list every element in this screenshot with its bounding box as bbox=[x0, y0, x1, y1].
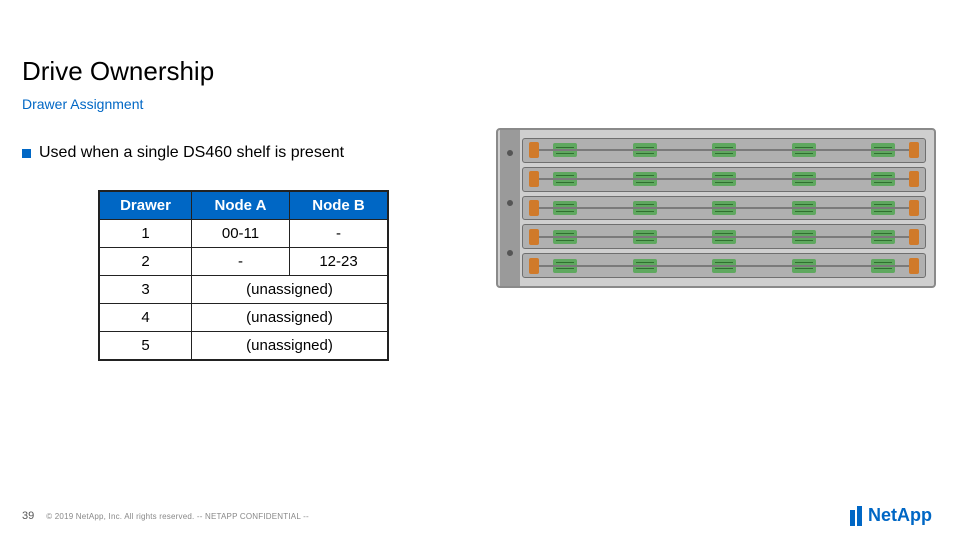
logo-bar bbox=[857, 506, 862, 526]
drawer-rail bbox=[533, 178, 915, 180]
table-cell: - bbox=[290, 220, 388, 248]
table-row: 5(unassigned) bbox=[100, 332, 388, 360]
bullet-item: Used when a single DS460 shelf is presen… bbox=[22, 144, 344, 162]
drawer-rail bbox=[533, 149, 915, 151]
footer: 39 © 2019 NetApp, Inc. All rights reserv… bbox=[22, 510, 309, 522]
bullet-marker-icon bbox=[22, 149, 31, 158]
shelf-drawer bbox=[522, 224, 926, 249]
table-header: Node B bbox=[290, 192, 388, 220]
drawer-rail bbox=[533, 265, 915, 267]
drawer-rail bbox=[533, 207, 915, 209]
subtitle: Drawer Assignment bbox=[22, 96, 143, 112]
table-cell: 2 bbox=[100, 248, 192, 276]
drawer-handle-icon bbox=[909, 200, 919, 216]
table-cell: (unassigned) bbox=[192, 276, 388, 304]
table-row: 100-11- bbox=[100, 220, 388, 248]
table-cell: 3 bbox=[100, 276, 192, 304]
drawer-handle-icon bbox=[529, 258, 539, 274]
assignment-table: DrawerNode ANode B100-11-2-12-233(unassi… bbox=[98, 190, 389, 361]
ear-hole-icon bbox=[507, 200, 513, 206]
drawer-handle-icon bbox=[529, 142, 539, 158]
table-cell: 5 bbox=[100, 332, 192, 360]
drawer-handle-icon bbox=[529, 200, 539, 216]
logo-bar bbox=[850, 510, 855, 526]
table-row: 2-12-23 bbox=[100, 248, 388, 276]
slide: Drive Ownership Drawer Assignment Used w… bbox=[0, 0, 960, 540]
table-row: 4(unassigned) bbox=[100, 304, 388, 332]
drawer-handle-icon bbox=[909, 229, 919, 245]
page-title: Drive Ownership bbox=[22, 56, 214, 87]
copyright-text: © 2019 NetApp, Inc. All rights reserved.… bbox=[46, 512, 309, 521]
table-row: 3(unassigned) bbox=[100, 276, 388, 304]
table-cell: (unassigned) bbox=[192, 304, 388, 332]
bullet-text: Used when a single DS460 shelf is presen… bbox=[39, 144, 344, 162]
table-cell: - bbox=[192, 248, 290, 276]
table-header: Drawer bbox=[100, 192, 192, 220]
table-cell: 4 bbox=[100, 304, 192, 332]
shelf-drawer bbox=[522, 196, 926, 221]
table-cell: 00-11 bbox=[192, 220, 290, 248]
drawer-rail bbox=[533, 236, 915, 238]
ear-hole-icon bbox=[507, 250, 513, 256]
page-number: 39 bbox=[22, 510, 34, 522]
logo-text: NetApp bbox=[868, 505, 932, 526]
drawer-handle-icon bbox=[909, 171, 919, 187]
drawer-handle-icon bbox=[529, 171, 539, 187]
logo-mark-icon bbox=[850, 506, 862, 526]
netapp-logo: NetApp bbox=[850, 505, 932, 526]
table-cell: (unassigned) bbox=[192, 332, 388, 360]
shelf-drawer bbox=[522, 167, 926, 192]
table-header: Node A bbox=[192, 192, 290, 220]
drawer-handle-icon bbox=[909, 258, 919, 274]
shelf-drawer bbox=[522, 253, 926, 278]
table-cell: 1 bbox=[100, 220, 192, 248]
drawer-handle-icon bbox=[909, 142, 919, 158]
drawer-handle-icon bbox=[529, 229, 539, 245]
ds460-shelf-diagram bbox=[496, 128, 936, 288]
table-cell: 12-23 bbox=[290, 248, 388, 276]
ear-hole-icon bbox=[507, 150, 513, 156]
shelf-ear-left bbox=[500, 130, 520, 286]
shelf-drawer bbox=[522, 138, 926, 163]
